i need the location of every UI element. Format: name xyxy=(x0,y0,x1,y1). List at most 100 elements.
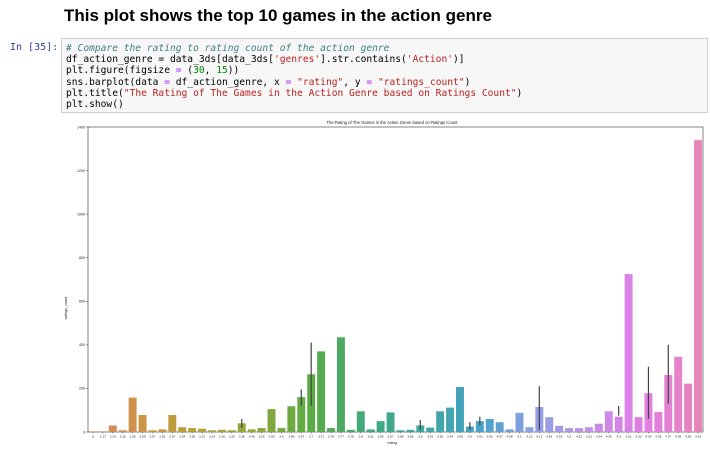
code-line: plt.show() xyxy=(66,99,707,110)
bar xyxy=(684,383,693,432)
bar xyxy=(287,406,296,432)
x-tick-label: 4.13 xyxy=(536,435,542,439)
x-tick-label: 3.85 xyxy=(378,435,384,439)
x-tick-label: 3.67 xyxy=(298,435,304,439)
bar xyxy=(426,427,435,432)
y-tick-label: 1000 xyxy=(77,212,85,216)
code-line: plt.figure(figsize = (30, 15)) xyxy=(66,65,707,76)
bar xyxy=(674,356,683,432)
x-tick-label: 4.1 xyxy=(517,435,522,439)
x-tick-label: 3.38 xyxy=(239,435,245,439)
bar xyxy=(594,423,603,432)
code-token: plt.figure(figsize xyxy=(66,65,176,77)
x-tick-label: 2.24 xyxy=(110,435,116,439)
x-tick-label: 3.87 xyxy=(388,435,394,439)
x-tick-label: 3.65 xyxy=(268,435,274,439)
barplot-chart: The Rating of The Games in the Action Ge… xyxy=(64,120,704,445)
code-line: plt.title("The Rating of The Games in th… xyxy=(66,88,707,99)
code-cell-editor[interactable]: # Compare the rating to rating count of … xyxy=(61,38,708,113)
plot-frame xyxy=(87,126,704,433)
x-tick-label: 4.19 xyxy=(556,435,562,439)
bar xyxy=(227,430,236,432)
y-tick-label: 800 xyxy=(79,256,85,260)
bar xyxy=(495,422,504,432)
code-token: = xyxy=(366,76,373,88)
x-tick-label: 2.17 xyxy=(100,435,106,439)
x-tick-label: 3.78 xyxy=(348,435,354,439)
bar xyxy=(505,429,514,432)
bar xyxy=(158,429,167,432)
markdown-heading: This plot shows the top 10 games in the … xyxy=(64,6,492,25)
bar xyxy=(406,429,415,432)
x-tick-label: 3.76 xyxy=(328,435,334,439)
x-axis-label: rating xyxy=(387,441,397,445)
bar xyxy=(356,411,365,432)
y-axis-label: ratings_count xyxy=(64,296,68,320)
code-token: )] xyxy=(453,54,465,66)
y-tick-label: 0 xyxy=(83,430,85,434)
bar xyxy=(317,351,326,432)
bar xyxy=(565,428,574,432)
code-token: )) xyxy=(227,65,240,77)
x-tick-label: 3.81 xyxy=(368,435,374,439)
bar xyxy=(515,412,524,432)
x-tick-label: 4.3 xyxy=(617,435,622,439)
x-tick-label: 4.31 xyxy=(626,435,632,439)
bar xyxy=(555,425,564,432)
x-tick-label: 4.35 xyxy=(655,435,661,439)
x-tick-label: 4.16 xyxy=(546,435,552,439)
code-token: ) xyxy=(464,76,471,88)
code-token: 30 xyxy=(193,65,205,77)
bar xyxy=(108,425,117,432)
bar xyxy=(346,429,355,432)
x-tick-label: 4.21 xyxy=(576,435,582,439)
code-token: 'Action' xyxy=(406,54,454,66)
bar xyxy=(475,421,484,432)
bar xyxy=(336,337,345,432)
x-tick-label: 3.12 xyxy=(199,435,205,439)
x-tick-label: 2.35 xyxy=(120,435,126,439)
bar xyxy=(604,411,613,432)
bar xyxy=(198,428,207,432)
x-tick-label: 2.56 xyxy=(130,435,136,439)
x-tick-label: 4.2 xyxy=(567,435,572,439)
code-token: ) xyxy=(516,87,523,99)
x-tick-label: 4.12 xyxy=(526,435,532,439)
x-tick-label: 3.95 xyxy=(457,435,463,439)
code-line: df_action_genre = data_3ds[data_3ds['gen… xyxy=(66,54,707,65)
bar xyxy=(694,140,703,433)
x-tick-label: 3.71 xyxy=(318,435,324,439)
bar xyxy=(446,407,455,432)
bar xyxy=(267,409,276,432)
x-tick-label: 2.82 xyxy=(159,435,165,439)
bar xyxy=(525,427,534,432)
x-tick-label: 4.39 xyxy=(685,435,691,439)
x-tick-label: 4.24 xyxy=(596,435,602,439)
bar xyxy=(614,416,623,432)
x-tick-label: 4.41 xyxy=(695,435,701,439)
x-tick-label: 3.77 xyxy=(338,435,344,439)
bar xyxy=(257,428,266,432)
bar xyxy=(98,431,107,432)
x-tick-label: 4.06 xyxy=(487,435,493,439)
bar xyxy=(178,427,187,432)
code-token: plt.title( xyxy=(66,87,124,99)
x-tick-label: 2.87 xyxy=(169,435,175,439)
code-token: df_action_genre, x xyxy=(169,76,286,88)
x-tick-label: 3.8 xyxy=(359,435,364,439)
x-tick-label: 3.46 xyxy=(249,435,255,439)
bar xyxy=(456,386,464,432)
bar xyxy=(138,415,147,432)
bar xyxy=(436,411,445,432)
x-tick-label: 3.9 xyxy=(418,435,423,439)
cell-prompt: In [35]: xyxy=(10,42,59,53)
code-token: "rating" xyxy=(297,76,344,88)
bar xyxy=(545,417,554,432)
y-tick-label: 1400 xyxy=(77,125,85,129)
code-token: "The Rating of The Games in the Action G… xyxy=(123,87,517,99)
bar xyxy=(624,274,633,432)
x-tick-label: 3.94 xyxy=(447,435,453,439)
x-tick-label: 2.94 xyxy=(179,435,185,439)
bar xyxy=(485,418,494,432)
code-token: df_action_genre = data_3ds[data_3ds[ xyxy=(66,54,274,66)
